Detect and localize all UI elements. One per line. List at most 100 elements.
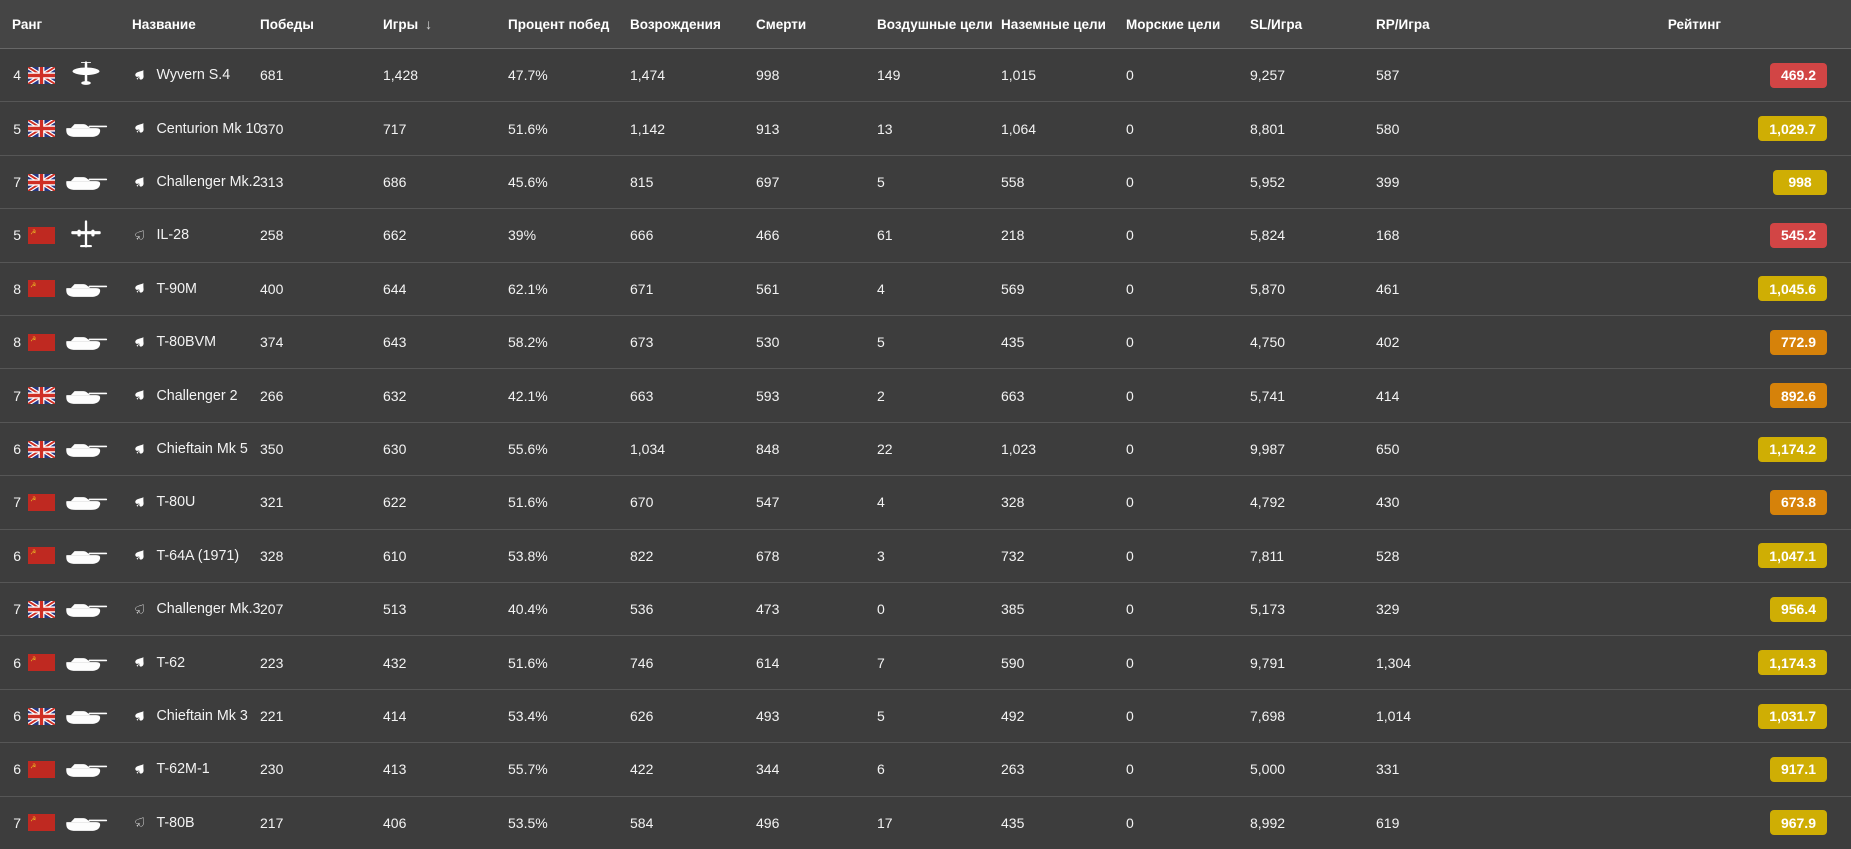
rating-badge: 998 [1773,169,1827,195]
name-cell: ♠ Challenger Mk.2 [129,170,260,192]
rank-value: 5 [13,227,21,244]
sl-per-game-value: 9,257 [1250,67,1286,84]
rank-cell: 7 ☭ [0,493,130,511]
column-header-air_targets[interactable]: Воздушные цели [875,17,999,32]
name-cell: ♠ T-80U [129,490,258,514]
column-label: Победы [260,16,314,32]
win-rate-value: 40.4% [508,601,548,618]
deaths-value: 697 [756,174,780,191]
win-rate-value: 55.6% [508,441,548,458]
tank-silhouette-icon [62,120,110,138]
rp-per-game-value: 329 [1376,601,1400,618]
games-value: 414 [383,708,407,725]
wins-value: 221 [260,708,284,725]
rating-badge: 1,031.7 [1758,703,1827,729]
rank-cell: 6 [0,707,130,725]
rating-cell: 772.9 [1497,329,1851,355]
respawns-value: 815 [630,174,654,191]
sl-per-game-value: 8,801 [1250,120,1286,137]
column-header-ground_targets[interactable]: Наземные цели [999,17,1124,32]
table-row: 6 ☭ ♠ T-62M-1 230 413 55.7% 422 344 6 263 0 5,000 331… [0,742,1851,796]
plane-silhouette-icon [62,60,110,90]
vehicle-name: T-80U [156,494,196,511]
ussr-flag-icon: ☭ [28,226,55,244]
tank-silhouette-icon [62,387,110,405]
naval-targets-value: 0 [1126,494,1134,511]
rp-per-game-value: 331 [1376,761,1400,778]
rp-per-game-value: 402 [1376,334,1400,351]
rating-badge: 917.1 [1769,756,1827,782]
jet-silhouette-icon [62,219,110,251]
column-header-name[interactable]: Название [130,17,258,32]
rating-cell: 892.6 [1497,383,1851,409]
rank-cell: 8 ☭ [0,333,130,351]
column-header-sl_per_game[interactable]: SL/Игра [1248,17,1374,32]
wins-value: 350 [260,441,284,458]
naval-targets-value: 0 [1126,174,1134,191]
ground-targets-value: 590 [1001,654,1025,671]
column-label: Морские цели [1126,16,1221,32]
rank-value: 7 [13,387,21,404]
win-rate-value: 39% [508,227,537,244]
wins-value: 258 [260,227,284,244]
column-header-rank[interactable]: Ранг [0,17,130,32]
rank-value: 6 [13,708,21,725]
column-header-win_rate[interactable]: Процент побед [506,17,628,32]
table-row: 8 ☭ ♠ T-90M 400 644 62.1% 671 561 4 569 0 5,870 461 1,… [0,261,1851,316]
column-header-naval_targets[interactable]: Морские цели [1124,17,1248,32]
ground-targets-value: 435 [1001,814,1025,831]
games-value: 643 [383,334,407,351]
rank-cell: 4 [0,60,130,90]
name-cell: ♠ T-62 [129,651,258,673]
rp-per-game-value: 619 [1376,814,1400,831]
header-row: Ранг Название Победы Игры ↓ Процент побед Возр… [0,0,1851,48]
naval-targets-value: 0 [1126,387,1134,404]
sl-per-game-value: 8,992 [1250,814,1286,831]
rank-value: 7 [13,174,21,191]
deaths-value: 496 [756,814,780,831]
respawns-value: 536 [630,601,654,618]
rating-cell: 469.2 [1497,62,1851,88]
rating-cell: 1,045.6 [1497,276,1851,302]
wins-value: 328 [260,547,284,564]
column-header-rp_per_game[interactable]: RP/Игра [1374,17,1497,32]
deaths-value: 547 [756,494,780,511]
win-rate-value: 45.6% [508,174,548,191]
sl-per-game-value: 7,698 [1250,708,1286,725]
column-header-wins[interactable]: Победы [258,17,381,32]
air-targets-value: 2 [877,387,885,404]
naval-targets-value: 0 [1126,441,1134,458]
naval-targets-value: 0 [1126,334,1134,351]
tank-silhouette-icon [62,333,110,351]
ground-targets-value: 1,064 [1001,120,1037,137]
name-cell: ♠ T-90M [129,277,258,300]
column-header-deaths[interactable]: Смерти [754,17,875,32]
games-value: 432 [383,654,407,671]
sl-per-game-value: 5,173 [1250,601,1286,618]
rp-per-game-value: 650 [1376,441,1400,458]
rating-badge: 892.6 [1769,383,1827,409]
column-label: Смерти [756,16,807,32]
rank-value: 6 [13,761,21,778]
games-value: 662 [383,227,407,244]
sl-per-game-value: 7,811 [1250,547,1284,564]
ground-targets-value: 569 [1001,280,1025,297]
rank-cell: 7 [0,600,130,618]
tank-silhouette-icon [62,600,110,618]
wins-value: 313 [260,174,284,191]
table-row: 6 ♠ Chieftain Mk 3 221 414 53.4% 626 493 5 492 0 7,… [0,688,1851,743]
win-rate-value: 51.6% [508,654,548,671]
vehicle-name: Chieftain Mk 3 [156,708,248,725]
column-header-games[interactable]: Игры ↓ [381,16,506,32]
sl-per-game-value: 9,791 [1250,654,1286,671]
wins-value: 681 [260,67,284,84]
games-value: 686 [383,174,407,191]
column-label: Наземные цели [1001,16,1106,32]
ussr-flag-icon: ☭ [28,280,55,298]
air-targets-value: 13 [877,120,893,137]
sl-per-game-value: 9,987 [1250,441,1286,458]
column-header-respawns[interactable]: Возрождения [628,17,754,32]
spade-filled-icon: ♠ [129,277,151,300]
spade-filled-icon: ♠ [129,490,151,514]
column-header-rating[interactable]: Рейтинг [1497,17,1851,32]
